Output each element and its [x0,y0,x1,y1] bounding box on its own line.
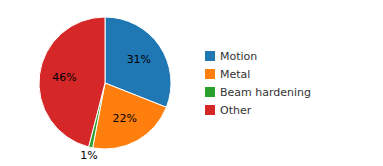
pie-slice [93,83,167,149]
legend-label: Motion [220,50,257,63]
legend-label: Metal [220,68,250,81]
data-label: 22% [112,112,136,125]
legend: Motion Metal Beam hardening Other [205,50,311,117]
legend-item: Metal [205,68,250,81]
legend-item: Motion [205,50,257,63]
legend-item: Other [205,104,252,117]
legend-label: Beam hardening [220,86,311,99]
pie [39,17,171,149]
pie-slice [39,17,105,147]
legend-swatch [205,51,215,61]
data-label: 31% [127,53,151,66]
legend-swatch [205,87,215,97]
legend-swatch [205,105,215,115]
legend-item: Beam hardening [205,86,311,99]
data-label: 1% [80,149,97,162]
data-label: 46% [52,71,76,84]
data-labels: 31% 22% 1% 46% [52,53,151,161]
legend-label: Other [220,104,252,117]
chart: 31% 22% 1% 46% Motion Metal Beam hardening Othe… [0,0,383,166]
legend-swatch [205,69,215,79]
